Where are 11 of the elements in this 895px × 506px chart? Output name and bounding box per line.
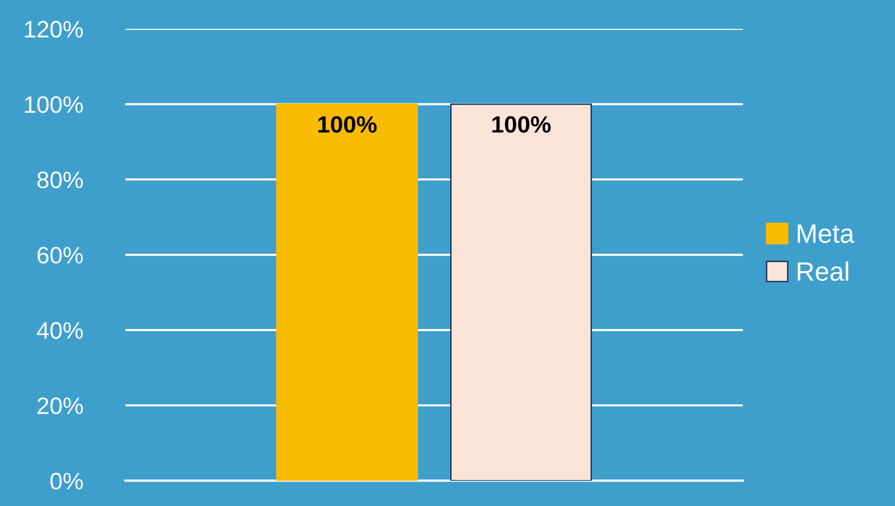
legend-label: Real bbox=[798, 262, 848, 281]
y-tick-label: 80% bbox=[37, 172, 83, 188]
y-tick-label: 60% bbox=[38, 246, 83, 264]
y-tick-label: 0% bbox=[50, 472, 83, 490]
y-tick-label: 40% bbox=[36, 322, 83, 339]
y-tick-label: 100% bbox=[25, 96, 83, 113]
y-tick-label: 20% bbox=[38, 397, 83, 414]
legend-label: Meta bbox=[798, 224, 854, 243]
data-label: 100% bbox=[318, 116, 377, 133]
y-tick-label: 120% bbox=[25, 20, 83, 38]
data-label: 100% bbox=[492, 116, 551, 133]
